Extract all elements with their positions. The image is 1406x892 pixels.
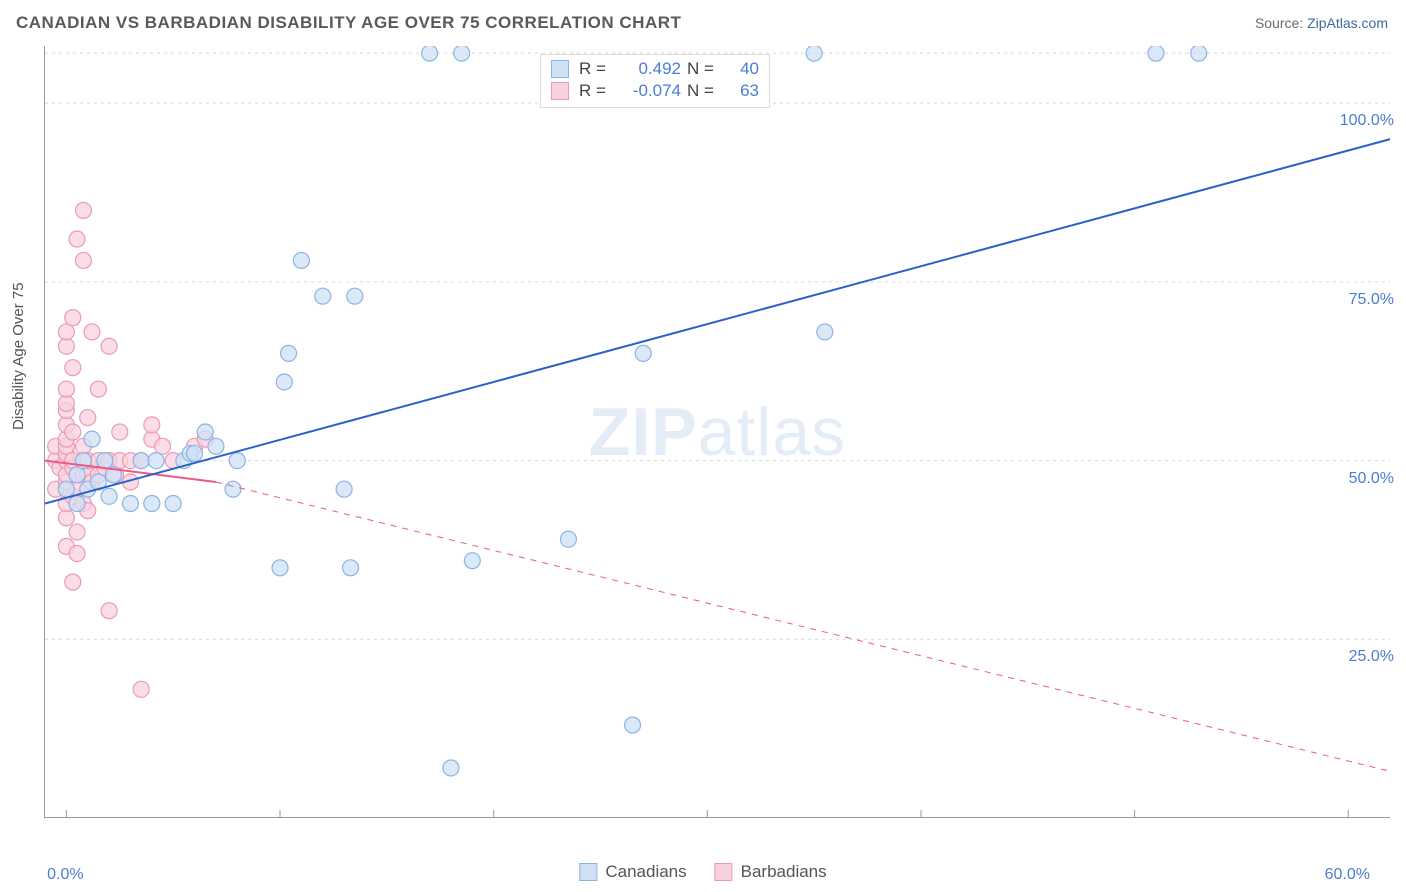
- scatter-svg: [45, 46, 1390, 817]
- y-tick-label: 75.0%: [1349, 291, 1394, 309]
- legend-swatch: [551, 82, 569, 100]
- r-label: R =: [579, 59, 613, 79]
- legend-label: Barbadians: [741, 862, 827, 882]
- y-tick-label: 25.0%: [1349, 648, 1394, 666]
- chart-header: CANADIAN VS BARBADIAN DISABILITY AGE OVE…: [0, 0, 1406, 46]
- correlation-stats-legend: R = 0.492 N = 40 R = -0.074 N = 63: [540, 54, 770, 108]
- source-attribution: Source: ZipAtlas.com: [1255, 15, 1388, 31]
- y-tick-label: 100.0%: [1340, 112, 1394, 130]
- x-tick-label: 0.0%: [47, 866, 83, 884]
- chart-title: CANADIAN VS BARBADIAN DISABILITY AGE OVE…: [16, 13, 681, 33]
- legend-swatch: [551, 60, 569, 78]
- r-label: R =: [579, 81, 613, 101]
- n-value: 40: [723, 59, 759, 79]
- legend-swatch: [579, 863, 597, 881]
- legend-label: Canadians: [605, 862, 686, 882]
- source-label: Source:: [1255, 15, 1303, 31]
- legend-swatch: [715, 863, 733, 881]
- n-label: N =: [687, 81, 717, 101]
- y-tick-label: 50.0%: [1349, 470, 1394, 488]
- n-label: N =: [687, 59, 717, 79]
- r-value: 0.492: [619, 59, 681, 79]
- series-legend: Canadians Barbadians: [579, 862, 826, 882]
- legend-item: Canadians: [579, 862, 686, 882]
- plot-area: ZIPatlas: [44, 46, 1390, 818]
- x-tick-label: 60.0%: [1325, 866, 1370, 884]
- source-link[interactable]: ZipAtlas.com: [1307, 15, 1388, 31]
- n-value: 63: [723, 81, 759, 101]
- r-value: -0.074: [619, 81, 681, 101]
- legend-item: Barbadians: [715, 862, 827, 882]
